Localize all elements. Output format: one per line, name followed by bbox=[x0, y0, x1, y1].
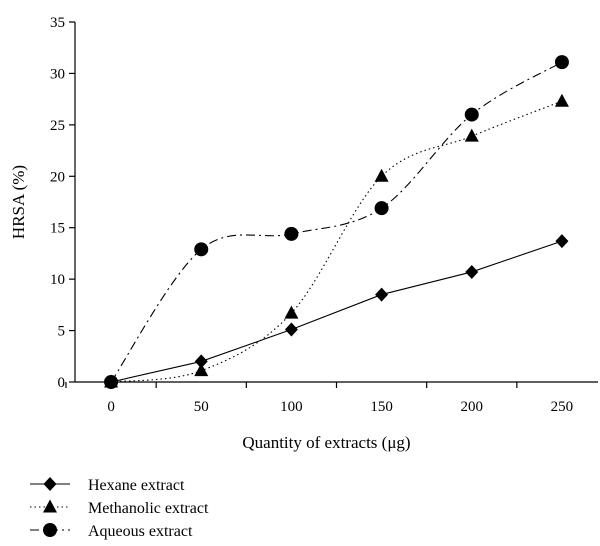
series-hexane-extract bbox=[104, 234, 569, 389]
series-layer bbox=[104, 55, 569, 389]
data-point-hexane-extract bbox=[555, 234, 569, 249]
data-point-hexane-extract bbox=[284, 322, 298, 337]
legend-item-hexane-extract: Hexane extract bbox=[30, 477, 185, 494]
x-tick-label: 150 bbox=[370, 399, 393, 415]
data-point-methanolic-extract bbox=[374, 168, 389, 182]
legend-label-methanolic-extract: Methanolic extract bbox=[88, 500, 209, 517]
legend-label-aqueous-extract: Aqueous extract bbox=[88, 523, 193, 540]
data-point-methanolic-extract bbox=[194, 363, 209, 377]
axes bbox=[74, 22, 598, 383]
data-point-aqueous-extract bbox=[374, 201, 389, 216]
data-point-methanolic-extract bbox=[284, 305, 299, 319]
data-point-aqueous-extract bbox=[104, 375, 119, 389]
data-point-hexane-extract bbox=[194, 354, 208, 369]
data-point-aqueous-extract bbox=[284, 226, 299, 241]
x-ticks: 0 50 100 150 200 250 bbox=[65, 382, 574, 415]
x-axis-label: Quantity of extracts (μg) bbox=[242, 433, 410, 452]
y-tick-label: 5 bbox=[58, 324, 66, 340]
y-tick-label: 10 bbox=[50, 272, 65, 288]
legend-marker-hexane-extract bbox=[43, 477, 57, 491]
legend-marker-aqueous-extract bbox=[43, 523, 57, 537]
data-point-aqueous-extract bbox=[194, 242, 209, 257]
legend-label-hexane-extract: Hexane extract bbox=[88, 477, 185, 494]
y-tick-label: 0 bbox=[58, 375, 66, 391]
series-line-methanolic-extract bbox=[111, 100, 563, 383]
series-line-aqueous-extract bbox=[110, 61, 563, 383]
series-line-hexane-extract bbox=[110, 240, 563, 383]
x-tick-label: 0 bbox=[107, 399, 115, 415]
series-methanolic-extract bbox=[104, 93, 569, 388]
data-point-aqueous-extract bbox=[554, 55, 569, 70]
y-tick-label: 25 bbox=[50, 118, 65, 134]
y-tick-label: 20 bbox=[50, 169, 65, 185]
series-aqueous-extract bbox=[104, 55, 569, 389]
data-point-aqueous-extract bbox=[464, 107, 479, 122]
y-tick-label: 30 bbox=[50, 66, 65, 82]
x-tick-label: 250 bbox=[551, 399, 574, 415]
legend-marker-methanolic-extract bbox=[43, 499, 57, 513]
legend-item-aqueous-extract: Aqueous extract bbox=[30, 523, 193, 540]
x-tick-label: 50 bbox=[194, 399, 209, 415]
legend-item-methanolic-extract: Methanolic extract bbox=[30, 499, 209, 517]
y-axis-label: HRSA (%) bbox=[9, 165, 28, 239]
legend: Hexane extract Methanolic extract Aqueous … bbox=[30, 477, 209, 540]
data-point-methanolic-extract bbox=[464, 128, 479, 142]
y-ticks: 0 5 10 15 20 25 30 35 bbox=[50, 15, 75, 391]
y-tick-label: 35 bbox=[50, 15, 65, 31]
y-tick-label: 15 bbox=[50, 221, 65, 237]
data-point-hexane-extract bbox=[375, 287, 389, 302]
x-tick-label: 200 bbox=[461, 399, 484, 415]
data-point-methanolic-extract bbox=[554, 93, 569, 107]
x-tick-label: 100 bbox=[280, 399, 303, 415]
data-point-hexane-extract bbox=[465, 264, 479, 279]
